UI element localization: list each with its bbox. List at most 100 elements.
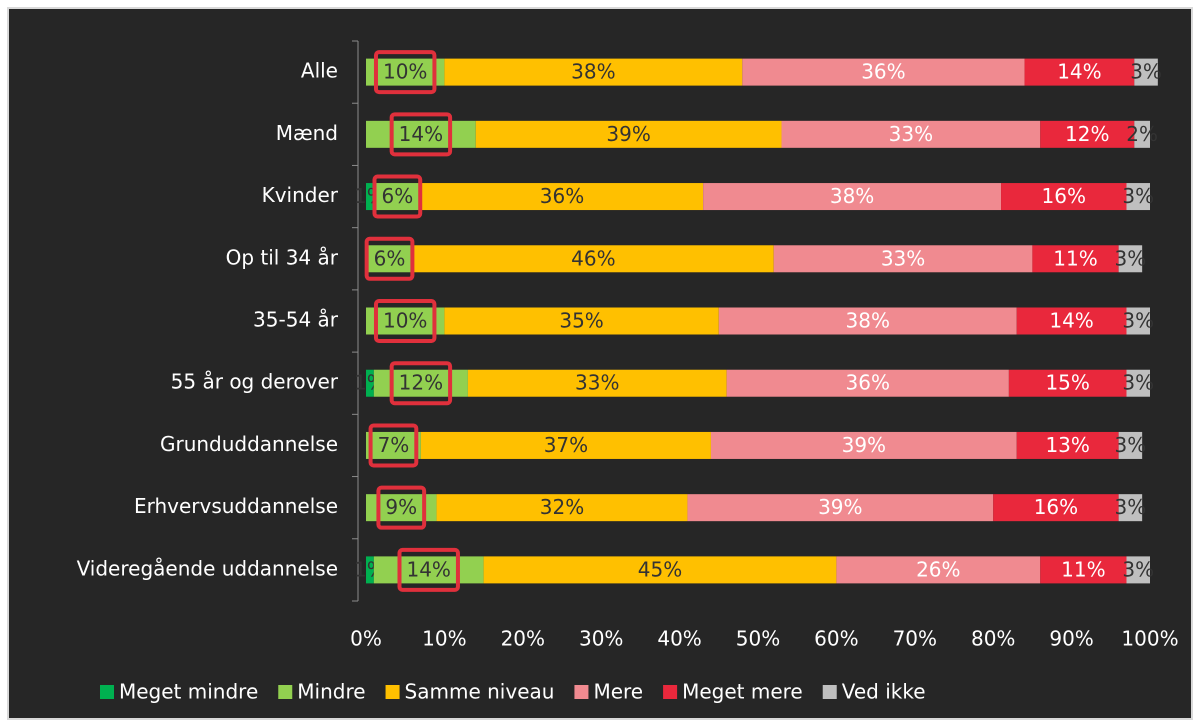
- data-label: 11%: [1053, 246, 1097, 270]
- data-label: 7%: [378, 433, 410, 457]
- highlight-box: [368, 423, 419, 468]
- data-label: 39%: [842, 433, 886, 457]
- data-label: 39%: [818, 495, 862, 519]
- highlight-box: [397, 547, 460, 592]
- data-label: 33%: [881, 246, 925, 270]
- bar-segment: [467, 369, 727, 397]
- data-label: 10%: [383, 309, 427, 333]
- legend-swatch: [822, 685, 837, 699]
- bar-segment: [1126, 556, 1150, 584]
- bar-segment: [366, 556, 374, 584]
- bar-segment: [366, 431, 421, 459]
- chart-background: [7, 7, 1193, 720]
- bar-segment: [444, 58, 743, 86]
- legend-swatch: [278, 685, 293, 699]
- bar-segment: [1040, 556, 1127, 584]
- legend-label: Meget mere: [682, 680, 803, 704]
- bar-segment: [420, 183, 704, 211]
- x-tick-label: 40%: [657, 627, 701, 651]
- legend-swatch: [385, 685, 400, 699]
- data-label: 3%: [1130, 60, 1162, 84]
- bar-segment: [1118, 431, 1143, 459]
- data-label: 3%: [1122, 309, 1154, 333]
- data-label: 6%: [374, 246, 406, 270]
- data-label: 16%: [1034, 495, 1078, 519]
- bar-segment: [1126, 369, 1150, 397]
- data-label: 9%: [385, 495, 417, 519]
- bar-segment: [703, 183, 1002, 211]
- x-tick-label: 70%: [893, 627, 937, 651]
- data-label: 2%: [1126, 122, 1158, 146]
- bar-segment: [742, 58, 1025, 86]
- data-label: 16%: [1042, 184, 1086, 208]
- legend-swatch: [574, 685, 589, 699]
- category-label: Alle: [301, 59, 338, 83]
- data-label: 3%: [1122, 184, 1154, 208]
- bar-segment: [1134, 58, 1158, 86]
- data-label: 33%: [889, 122, 933, 146]
- bar-segment: [1024, 58, 1135, 86]
- data-label: 36%: [846, 371, 890, 395]
- legend-swatch: [663, 685, 678, 699]
- bar-segment: [373, 556, 484, 584]
- bar-segment: [1134, 120, 1150, 148]
- bar-segment: [1001, 183, 1127, 211]
- data-label: 38%: [571, 60, 615, 84]
- x-tick-label: 90%: [1049, 627, 1093, 651]
- bar-segment: [475, 120, 782, 148]
- bar-segment: [1126, 183, 1150, 211]
- bar-segment: [444, 307, 719, 335]
- bar-segment: [413, 245, 774, 273]
- data-label: 32%: [540, 495, 584, 519]
- bar-segment: [366, 58, 445, 86]
- x-tick-label: 0%: [350, 627, 382, 651]
- legend-label: Samme niveau: [405, 680, 555, 704]
- data-label: 13%: [1045, 433, 1089, 457]
- category-label: 35-54 år: [253, 308, 339, 332]
- highlight-box: [373, 299, 437, 343]
- bar-segment: [373, 369, 468, 397]
- legend-label: Mere: [593, 680, 643, 704]
- data-label: 36%: [861, 60, 905, 84]
- highlight-box: [389, 112, 453, 157]
- bar-segment: [773, 245, 1033, 273]
- data-label: 3%: [1122, 371, 1154, 395]
- x-tick-label: 60%: [814, 627, 858, 651]
- category-label: Kvinder: [262, 183, 339, 207]
- data-label: 14%: [406, 557, 450, 581]
- data-label: 12%: [399, 371, 443, 395]
- x-tick-label: 100%: [1121, 627, 1178, 651]
- bar-segment: [687, 494, 994, 522]
- data-label: 3%: [1115, 246, 1147, 270]
- data-label: 38%: [846, 309, 890, 333]
- category-label: 55 år og derover: [171, 370, 339, 394]
- bar-segment: [993, 494, 1119, 522]
- bar-segment: [1016, 307, 1127, 335]
- data-label: 39%: [606, 122, 650, 146]
- bar-segment: [436, 494, 688, 522]
- data-label: 37%: [544, 433, 588, 457]
- bar-segment: [1032, 245, 1119, 273]
- highlight-box: [372, 174, 423, 219]
- bar-segment: [366, 307, 445, 335]
- bar-segment: [836, 556, 1041, 584]
- data-label: 38%: [830, 184, 874, 208]
- bar-segment: [781, 120, 1041, 148]
- highlight-box: [373, 50, 437, 95]
- data-label: 36%: [540, 184, 584, 208]
- data-label: 12%: [1065, 122, 1109, 146]
- legend-label: Meget mindre: [119, 680, 258, 704]
- bar-segment: [1118, 245, 1143, 273]
- bar-segment: [366, 120, 476, 148]
- bar-segment: [1008, 369, 1127, 397]
- data-label: 35%: [559, 309, 603, 333]
- x-tick-label: 10%: [422, 627, 466, 651]
- x-tick-label: 20%: [501, 627, 545, 651]
- data-label: 11%: [1061, 557, 1105, 581]
- data-label: 33%: [575, 371, 619, 395]
- data-label: 45%: [638, 557, 682, 581]
- data-label: 3%: [1115, 433, 1147, 457]
- bar-segment: [420, 431, 711, 459]
